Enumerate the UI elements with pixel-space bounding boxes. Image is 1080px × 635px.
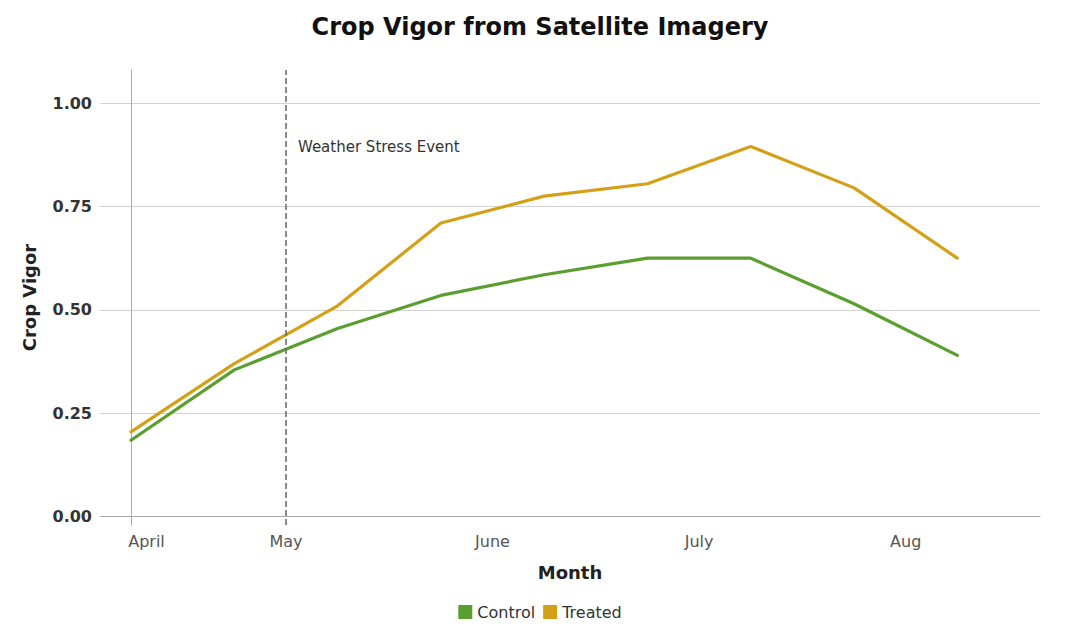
svg-text:Crop Vigor: Crop Vigor: [19, 244, 40, 352]
svg-text:June: June: [474, 532, 510, 551]
svg-text:April: April: [128, 532, 165, 551]
svg-text:Aug: Aug: [890, 532, 921, 551]
svg-text:0.50: 0.50: [53, 300, 92, 319]
svg-text:Crop Vigor from Satellite Imag: Crop Vigor from Satellite Imagery: [312, 13, 769, 41]
svg-text:Treated: Treated: [561, 603, 622, 622]
svg-text:July: July: [684, 532, 714, 551]
svg-text:0.00: 0.00: [53, 507, 92, 526]
svg-text:1.00: 1.00: [53, 94, 92, 113]
svg-text:May: May: [269, 532, 302, 551]
svg-text:0.75: 0.75: [53, 197, 92, 216]
svg-text:Month: Month: [538, 562, 603, 583]
svg-text:0.25: 0.25: [53, 404, 92, 423]
svg-text:Weather Stress Event: Weather Stress Event: [298, 138, 460, 156]
svg-text:Control: Control: [477, 603, 535, 622]
